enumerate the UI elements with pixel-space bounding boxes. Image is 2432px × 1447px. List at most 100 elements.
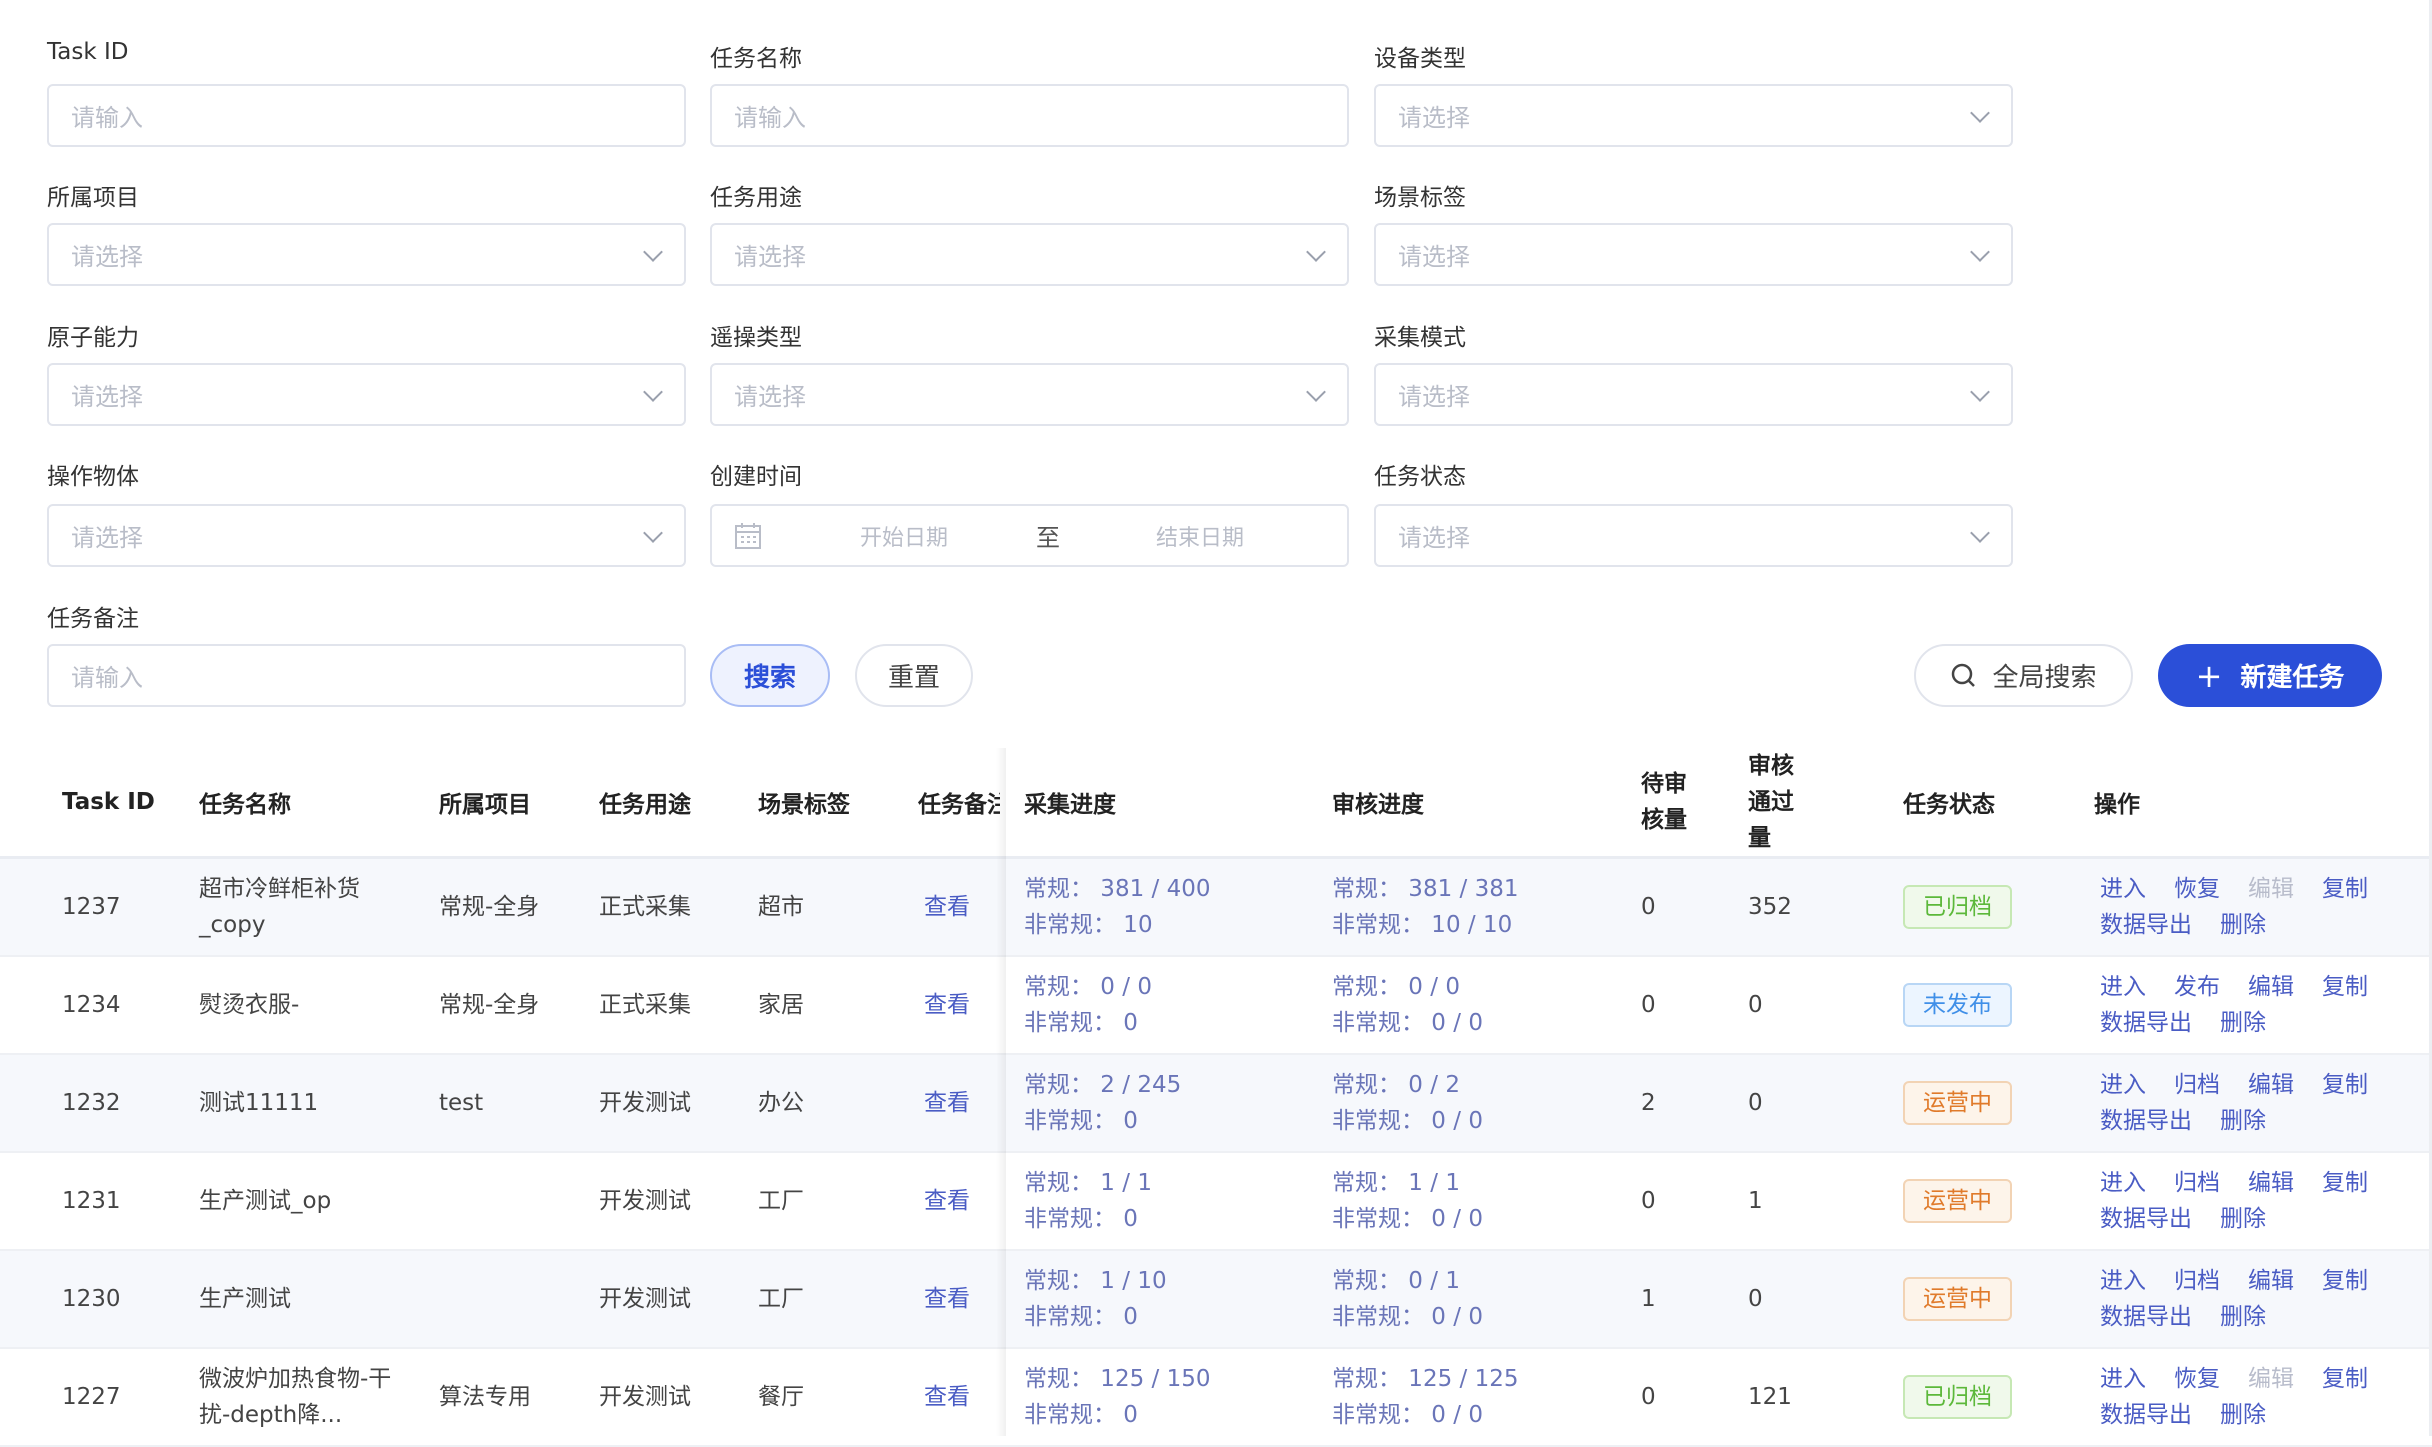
header-label: 场景标签	[758, 792, 850, 818]
filter-label: 任务备注	[47, 606, 139, 632]
chevron-down-icon	[1970, 242, 1990, 262]
action-link[interactable]: 进入	[2100, 875, 2146, 902]
action-link[interactable]: 数据导出	[2100, 1401, 2192, 1428]
view-remark-link[interactable]: 查看	[924, 1285, 970, 1312]
filter-label: 操作物体	[47, 464, 139, 490]
view-remark-link[interactable]: 查看	[924, 893, 970, 920]
header-label: 采集进度	[1024, 792, 1116, 818]
action-link[interactable]: 数据导出	[2100, 1205, 2192, 1232]
project: test	[439, 1053, 599, 1153]
action-link[interactable]: 进入	[2100, 1267, 2146, 1294]
audit-regular: 常规： 0 / 0	[1332, 973, 1460, 1000]
vertical-scrollbar[interactable]	[2429, 0, 2432, 1436]
action-link[interactable]: 发布	[2174, 973, 2220, 1000]
action-link[interactable]: 删除	[2220, 911, 2266, 938]
filter-select[interactable]: 请选择	[1374, 363, 2013, 426]
filter-select[interactable]: 请选择	[1374, 223, 2013, 286]
filter-select[interactable]: 请选择	[47, 223, 686, 286]
action-link[interactable]: 数据导出	[2100, 1107, 2192, 1134]
action-link[interactable]: 进入	[2100, 1071, 2146, 1098]
placeholder: 请输入	[734, 104, 806, 132]
reset-button[interactable]: 重置	[855, 644, 973, 707]
end-date-input[interactable]: 结束日期	[1156, 525, 1245, 551]
placeholder: 请选择	[71, 524, 143, 552]
action-link[interactable]: 编辑	[2248, 1169, 2294, 1196]
task-table: Task ID 任务名称 所属项目 任务用途 场景标签 任务备注采集进度 审核进度 待审核量 审…	[0, 748, 2432, 1447]
col-scene: 场景标签	[758, 748, 918, 859]
filter-select[interactable]: 请选择	[710, 223, 1349, 286]
action-link[interactable]: 删除	[2220, 1303, 2266, 1330]
action-link[interactable]: 恢复	[2174, 1365, 2220, 1392]
task-name: 生产测试	[199, 1249, 439, 1349]
filter-input[interactable]: 请输入	[710, 84, 1349, 147]
chevron-down-icon	[1970, 382, 1990, 402]
view-remark-link[interactable]: 查看	[924, 991, 970, 1018]
date-range-picker[interactable]: 开始日期 至 结束日期	[710, 504, 1349, 567]
action-link[interactable]: 删除	[2220, 1205, 2266, 1232]
action-link[interactable]: 删除	[2220, 1401, 2266, 1428]
task-use: 开发测试	[599, 1151, 758, 1251]
action-link[interactable]: 编辑	[2248, 1267, 2294, 1294]
start-date-input[interactable]: 开始日期	[860, 525, 949, 551]
date-separator: 至	[1036, 524, 1060, 552]
action-link[interactable]: 删除	[2220, 1009, 2266, 1036]
filter-select[interactable]: 请选择	[710, 363, 1349, 426]
action-link[interactable]: 数据导出	[2100, 1303, 2192, 1330]
audit-irregular: 非常规： 0 / 0	[1332, 1401, 1483, 1428]
action-link[interactable]: 复制	[2322, 1071, 2368, 1098]
view-remark-link[interactable]: 查看	[924, 1187, 970, 1214]
filter-label: 场景标签	[1374, 185, 1466, 211]
filter-select[interactable]: 请选择	[1374, 504, 2013, 567]
project: 常规-全身	[439, 955, 599, 1055]
collect-regular: 常规： 0 / 0	[1024, 973, 1152, 1000]
action-link[interactable]: 编辑	[2248, 973, 2294, 1000]
task-use: 正式采集	[599, 857, 758, 957]
action-link[interactable]: 进入	[2100, 973, 2146, 1000]
table-row: 1237 超市冷鲜柜补货_copy 常规-全身 正式采集 超市 查看 常规： 381 / 4…	[0, 857, 2432, 957]
status-badge: 运营中	[1903, 1080, 2012, 1125]
action-link[interactable]: 复制	[2322, 1267, 2368, 1294]
action-link[interactable]: 归档	[2174, 1169, 2220, 1196]
task-id: 1227	[0, 1347, 199, 1447]
header-label: 任务名称	[199, 792, 291, 818]
filter-select[interactable]: 请选择	[47, 504, 686, 567]
view-remark-link[interactable]: 查看	[924, 1089, 970, 1116]
placeholder: 请输入	[71, 664, 143, 692]
action-link[interactable]: 编辑	[2248, 1071, 2294, 1098]
action-link[interactable]: 数据导出	[2100, 911, 2192, 938]
filter-select[interactable]: 请选择	[1374, 84, 2013, 147]
chevron-down-icon	[1306, 242, 1326, 262]
collect-regular: 常规： 125 / 150	[1024, 1365, 1211, 1392]
task-use: 开发测试	[599, 1347, 758, 1447]
action-link[interactable]: 复制	[2322, 1365, 2368, 1392]
task-use: 正式采集	[599, 955, 758, 1055]
action-link[interactable]: 进入	[2100, 1169, 2146, 1196]
col-project: 所属项目	[439, 748, 599, 859]
status-badge: 运营中	[1903, 1276, 2012, 1321]
filter-label: 任务名称	[710, 46, 802, 72]
col-remark: 任务备注	[918, 748, 1000, 859]
view-remark-link[interactable]: 查看	[924, 1383, 970, 1410]
header-label: 审核进度	[1332, 792, 1424, 818]
task-use: 开发测试	[599, 1053, 758, 1153]
filter-input[interactable]: 请输入	[47, 84, 686, 147]
action-link[interactable]: 归档	[2174, 1267, 2220, 1294]
action-link[interactable]: 复制	[2322, 973, 2368, 1000]
passed-count: 0	[1748, 1249, 1903, 1349]
global-search-button[interactable]: 全局搜索	[1914, 644, 2133, 707]
filter-select[interactable]: 请选择	[47, 363, 686, 426]
action-link[interactable]: 数据导出	[2100, 1009, 2192, 1036]
action-link[interactable]: 进入	[2100, 1365, 2146, 1392]
action-link[interactable]: 复制	[2322, 1169, 2368, 1196]
action-link[interactable]: 归档	[2174, 1071, 2220, 1098]
header-label: 审核通过量	[1748, 753, 1794, 851]
new-task-label: 新建任务	[2240, 663, 2345, 693]
new-task-button[interactable]: + 新建任务	[2158, 644, 2382, 707]
action-link[interactable]: 复制	[2322, 875, 2368, 902]
action-link[interactable]: 恢复	[2174, 875, 2220, 902]
passed-count: 121	[1748, 1347, 1903, 1447]
search-button[interactable]: 搜索	[710, 644, 830, 707]
task-id: 1230	[0, 1249, 199, 1349]
filter-input[interactable]: 请输入	[47, 644, 686, 707]
action-link[interactable]: 删除	[2220, 1107, 2266, 1134]
